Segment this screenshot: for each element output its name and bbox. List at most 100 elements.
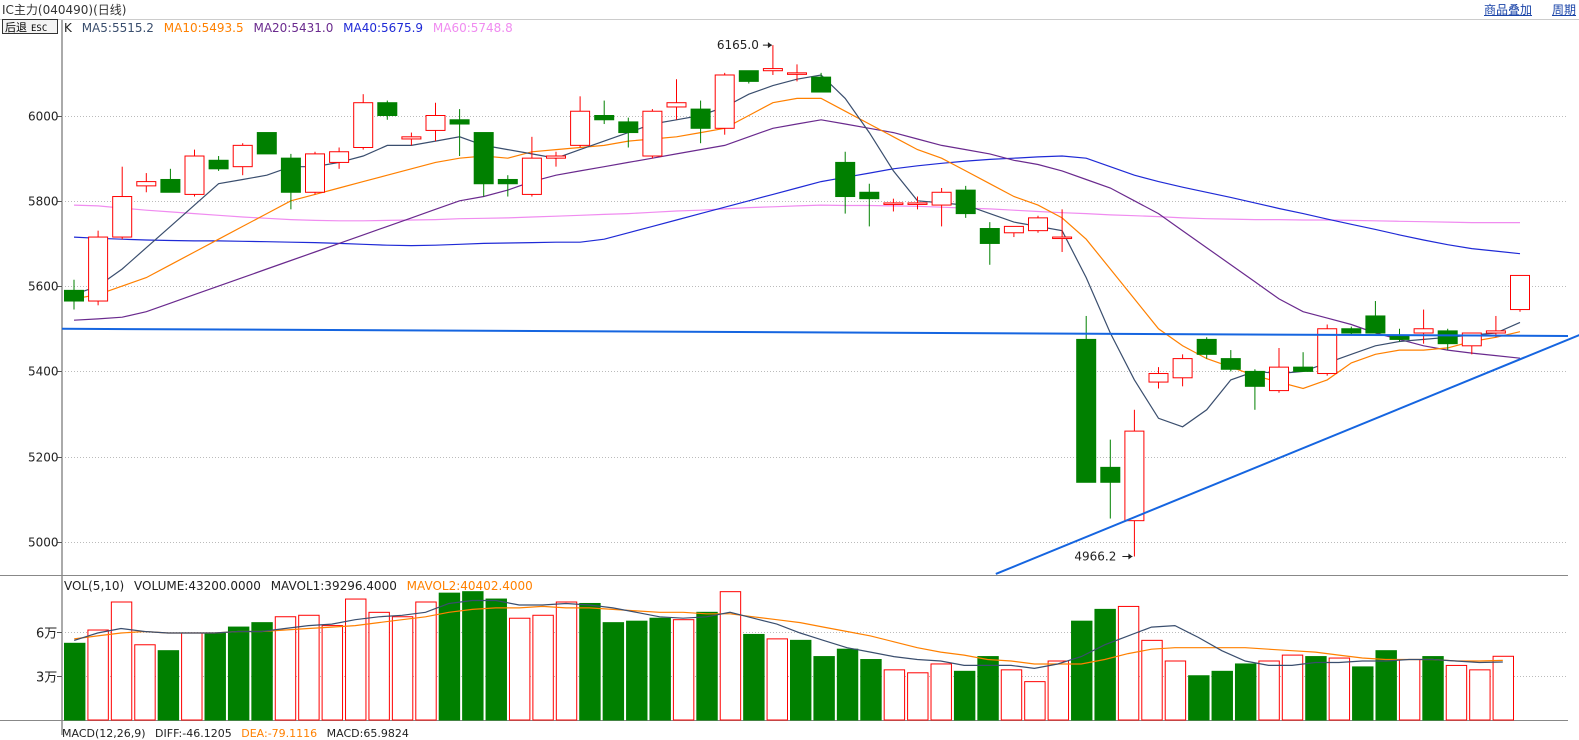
period-link[interactable]: 周期 bbox=[1552, 3, 1577, 17]
candle bbox=[787, 64, 807, 82]
legend-mavol1: MAVOL1:39296.4000 bbox=[270, 579, 397, 593]
candle bbox=[136, 173, 157, 193]
candle-body bbox=[714, 74, 735, 129]
candle-body bbox=[738, 70, 759, 82]
candle-body bbox=[811, 76, 832, 93]
candle-body bbox=[1244, 370, 1265, 387]
legend-k: K bbox=[64, 21, 72, 35]
volume-bar bbox=[1164, 660, 1187, 721]
ma20-line bbox=[73, 119, 1521, 359]
legend-macd-value: MACD:65.9824 bbox=[326, 727, 409, 740]
volume-bar bbox=[1258, 660, 1280, 721]
volume-bar bbox=[204, 632, 226, 721]
candle bbox=[762, 45, 783, 75]
volume-bar bbox=[110, 601, 133, 721]
volume-ma-lines bbox=[74, 599, 1503, 670]
candle bbox=[883, 198, 904, 212]
candle-body bbox=[136, 181, 157, 187]
volume-bar bbox=[719, 591, 742, 721]
candle-body bbox=[1076, 338, 1097, 483]
candle-body bbox=[1437, 330, 1458, 345]
candle bbox=[666, 79, 687, 120]
volume-bar bbox=[485, 598, 507, 721]
candlestick-series bbox=[64, 45, 1530, 557]
candle bbox=[449, 109, 470, 157]
volume-bar bbox=[274, 616, 297, 721]
volume-bar bbox=[251, 622, 273, 721]
candle bbox=[1365, 301, 1386, 334]
candle-body bbox=[1341, 328, 1362, 334]
ma10-line bbox=[73, 97, 1521, 390]
candle bbox=[1220, 350, 1241, 372]
candle-body bbox=[1269, 366, 1289, 392]
candle bbox=[329, 147, 350, 169]
volume-bar bbox=[1117, 605, 1140, 721]
candle bbox=[1052, 209, 1073, 252]
volume-bar bbox=[1445, 664, 1468, 721]
volume-bar bbox=[1000, 669, 1023, 721]
candle-body bbox=[1124, 430, 1145, 522]
volume-bar bbox=[860, 659, 882, 721]
volume-bar bbox=[508, 617, 531, 721]
volume-bar bbox=[1422, 656, 1444, 721]
volume-bar bbox=[1047, 660, 1070, 721]
price-y-axis: 5000 5200 5400 5600 5800 6000 bbox=[28, 110, 62, 550]
volume-bar bbox=[227, 626, 250, 721]
candle bbox=[160, 168, 181, 193]
candle bbox=[955, 185, 976, 218]
candle bbox=[594, 100, 615, 125]
price-legend: K MA5:5515.2 MA10:5493.5 MA20:5431.0 MA4… bbox=[64, 21, 519, 35]
candle bbox=[859, 183, 880, 227]
volume-legend: VOL(5,10) VOLUME:43200.0000 MAVOL1:39296… bbox=[64, 579, 539, 593]
candle-body bbox=[280, 157, 301, 193]
candle bbox=[1244, 369, 1265, 410]
candle bbox=[353, 94, 374, 150]
high-price-label: 6165.0 bbox=[717, 38, 759, 52]
candle bbox=[208, 156, 229, 171]
legend-ma60: MA60:5748.8 bbox=[432, 21, 513, 35]
candle-body bbox=[1220, 358, 1241, 370]
candle bbox=[1437, 328, 1458, 351]
candle bbox=[1172, 354, 1193, 387]
top-bar: IC主力(040490)(日线) 商品叠加 周期 bbox=[0, 0, 1579, 19]
candle-body bbox=[449, 119, 470, 125]
legend-dea: DEA:-79.1116 bbox=[241, 727, 318, 740]
mavol2-line bbox=[74, 605, 1503, 665]
back-button[interactable]: 后退 ESC bbox=[2, 19, 58, 34]
candle bbox=[521, 136, 542, 197]
candle bbox=[232, 143, 253, 176]
volume-bar bbox=[1352, 666, 1374, 721]
low-arrow-head bbox=[1128, 553, 1133, 560]
candle-body bbox=[931, 191, 952, 206]
candle-body bbox=[787, 72, 807, 75]
volume-bar bbox=[930, 663, 952, 721]
candle-body bbox=[1413, 328, 1434, 334]
candle bbox=[1148, 367, 1169, 389]
instrument-title: IC主力(040490)(日线) bbox=[2, 3, 127, 17]
overlay-commodity-link[interactable]: 商品叠加 bbox=[1484, 3, 1533, 17]
volume-bar bbox=[87, 629, 109, 721]
low-price-label: 4966.2 bbox=[1074, 550, 1116, 564]
volume-bar bbox=[391, 616, 414, 721]
candle-body bbox=[1485, 330, 1506, 334]
rising-trend-line bbox=[995, 334, 1579, 575]
high-arrow-head bbox=[767, 42, 772, 49]
volume-bar bbox=[766, 638, 788, 721]
candle bbox=[1269, 347, 1289, 393]
candle-body bbox=[666, 102, 687, 108]
volume-bar bbox=[813, 656, 835, 721]
volume-bar bbox=[1469, 669, 1491, 721]
volume-bar bbox=[1375, 650, 1397, 721]
candle-body bbox=[955, 189, 976, 215]
legend-ma20: MA20:5431.0 bbox=[253, 21, 334, 35]
candle-body bbox=[1003, 225, 1024, 234]
volume-bar bbox=[883, 669, 906, 721]
candle-body bbox=[208, 159, 229, 170]
candle-body bbox=[1365, 315, 1386, 334]
volume-bar bbox=[579, 602, 601, 721]
volume-bar bbox=[1305, 656, 1327, 721]
volume-bar bbox=[321, 625, 344, 721]
volume-bar bbox=[1398, 659, 1421, 721]
legend-diff: DIFF:-46.1205 bbox=[155, 727, 232, 740]
